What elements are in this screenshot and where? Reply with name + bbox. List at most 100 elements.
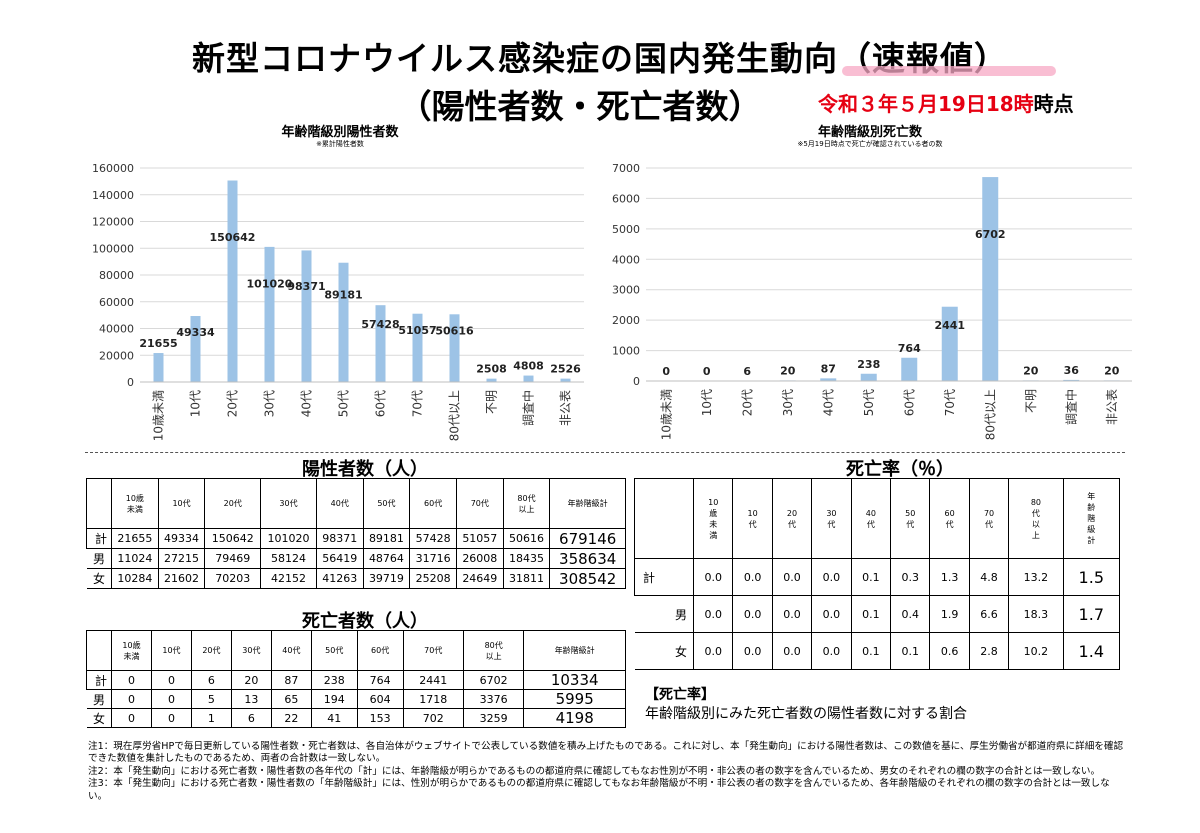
table-row: 計 0.0 0.0 0.0 0.0 0.1 0.3 1.3 4.8 13.2 1.5	[634, 558, 1121, 596]
y-tick-label: 60000	[99, 296, 134, 309]
column-header: 80代以上	[502, 478, 551, 529]
data-label: 89181	[324, 289, 362, 302]
data-label: 764	[898, 342, 921, 355]
table-row: 男 0.0 0.0 0.0 0.0 0.1 0.4 1.9 6.6 18.3 1.7	[634, 595, 1121, 633]
column-header: 60代	[409, 478, 457, 529]
data-label: 51057	[398, 324, 436, 337]
column-header: 40代	[270, 630, 312, 671]
date-stamp: 令和３年５月19日18時時点	[818, 88, 1074, 117]
bar	[982, 177, 999, 381]
bar	[190, 316, 201, 382]
table-cell: 41	[310, 708, 358, 728]
x-tick-label: 70代	[943, 389, 957, 416]
bar	[264, 246, 275, 382]
table-cell: 27215	[157, 548, 206, 569]
chart-title-death: 年齢階級別死亡数	[817, 125, 922, 140]
column-header: 20代	[204, 478, 262, 529]
x-tick-label: 20代	[740, 389, 754, 416]
bar	[338, 262, 349, 382]
table-cell: 0.0	[692, 595, 734, 633]
x-tick-label: 80代以上	[983, 389, 997, 440]
bar	[153, 353, 164, 382]
mortality-table-title: 死亡率（％）	[846, 459, 954, 480]
table-cell: 22	[270, 708, 312, 728]
x-tick-label: 10代	[189, 390, 203, 417]
table-cell: 238	[310, 670, 358, 690]
x-tick-label: 不明	[1024, 389, 1038, 413]
table-cell: 0	[150, 670, 192, 690]
positive-table-title: 陽性者数（人）	[302, 459, 428, 480]
data-label: 20	[780, 364, 796, 377]
table-cell: 0.0	[811, 632, 852, 670]
table-cell: 702	[402, 708, 464, 728]
x-tick-label: 50代	[337, 390, 351, 417]
y-tick-label: 100000	[92, 242, 134, 255]
data-label: 20	[1104, 364, 1120, 377]
table-cell: 0	[111, 708, 152, 728]
data-label: 49334	[176, 326, 215, 339]
table-cell: 101020	[260, 528, 317, 549]
x-tick-label: 60代	[902, 389, 916, 416]
data-label: 20	[1023, 364, 1039, 377]
y-tick-label: 140000	[92, 189, 134, 202]
table-cell: 3259	[462, 708, 525, 728]
y-tick-label: 20000	[99, 349, 134, 362]
table-cell: 4.8	[968, 558, 1010, 596]
highlight-marker	[842, 66, 1056, 76]
table-cell: 1	[190, 708, 232, 728]
column-header: 40代	[315, 478, 364, 529]
row-label: 女	[86, 708, 112, 728]
x-tick-label: 70代	[411, 390, 425, 417]
x-tick-label: 不明	[485, 390, 499, 414]
row-label: 計	[634, 558, 694, 596]
table-cell: 0.0	[771, 632, 813, 670]
table-cell: 0	[150, 689, 192, 709]
x-tick-label: 調査中	[521, 390, 536, 426]
bar	[412, 313, 423, 382]
column-header: 30代	[260, 478, 317, 529]
bar	[560, 378, 571, 382]
bar	[449, 314, 460, 382]
footnote-2: 注2：本「発生動向」における死亡者数・陽性者数の各年代の「計」には、年齢階級が明…	[88, 765, 1101, 777]
table-row: 男 0 0 5 13 65 194 604 1718 3376 5995	[86, 689, 626, 709]
column-header: 10歳未満	[111, 478, 159, 529]
table-cell: 11024	[111, 548, 159, 569]
total-cell: 308542	[549, 568, 626, 589]
column-header: 80代以上	[462, 630, 525, 671]
column-header: 60代	[356, 630, 404, 671]
bar	[375, 305, 386, 382]
y-tick-label: 1000	[612, 345, 640, 358]
y-tick-label: 160000	[92, 162, 134, 175]
table-cell: 0.4	[890, 595, 931, 633]
date-value: 令和３年５月19日18時	[818, 92, 1034, 116]
table-cell: 31811	[502, 568, 551, 589]
table-row: 計 21655 49334 150642 101020 98371 89181 57428 51…	[86, 528, 626, 549]
x-tick-label: 非公表	[1105, 389, 1119, 425]
x-tick-label: 調査中	[1063, 389, 1078, 425]
table-row: 女 0 0 1 6 22 41 153 702 3259 4198	[86, 708, 626, 728]
data-label: 4808	[513, 360, 544, 373]
table-cell: 6702	[462, 670, 525, 690]
data-label: 2526	[550, 363, 581, 376]
total-cell: 358634	[549, 548, 626, 569]
total-cell: 4198	[523, 708, 626, 728]
row-label: 女	[634, 632, 694, 670]
column-header: 10代	[150, 630, 192, 671]
data-label: 2441	[934, 319, 965, 332]
row-label: 女	[86, 568, 112, 589]
section-divider	[85, 452, 1125, 453]
table-cell: 98371	[315, 528, 364, 549]
table-cell: 0.6	[929, 632, 970, 670]
y-tick-label: 5000	[612, 223, 640, 236]
mortality-note-heading: 【死亡率】	[645, 687, 715, 703]
data-label: 50616	[435, 325, 474, 338]
table-cell: 39719	[362, 568, 411, 589]
total-cell: 10334	[523, 670, 626, 690]
table-cell: 2.8	[968, 632, 1010, 670]
table-cell: 0.0	[732, 558, 773, 596]
x-tick-label: 30代	[781, 389, 795, 416]
table-cell: 51057	[455, 528, 504, 549]
